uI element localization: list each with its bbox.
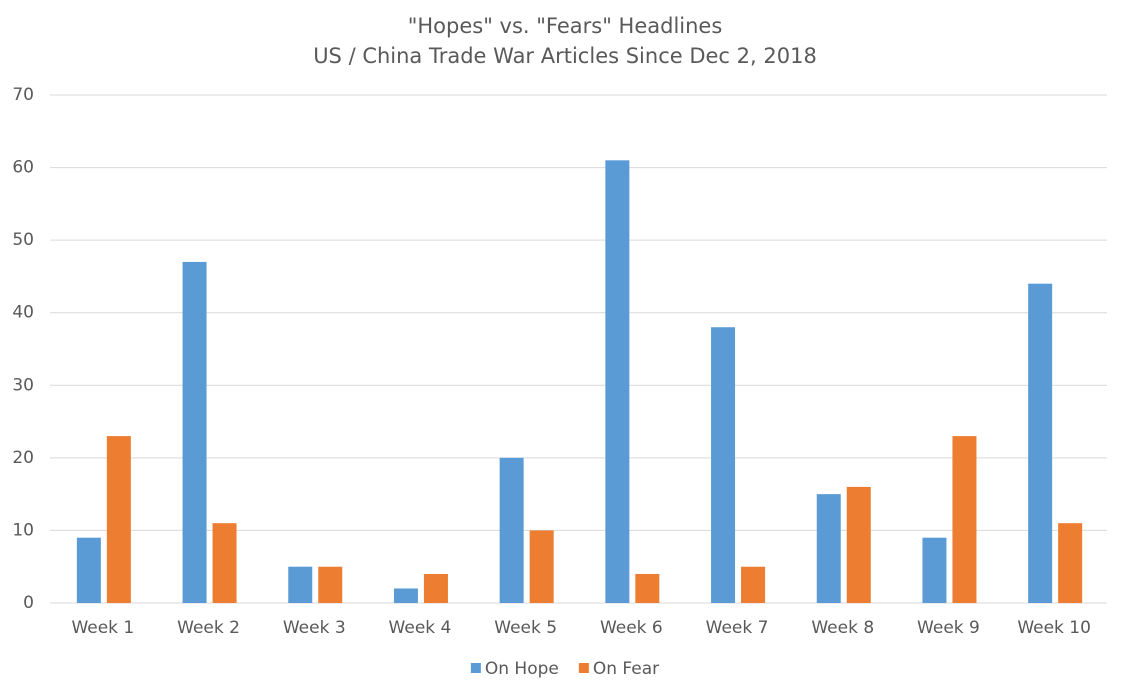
legend-label: On Hope (485, 659, 559, 679)
bar (288, 566, 313, 603)
bar (212, 523, 237, 603)
bar (846, 486, 871, 603)
legend-label: On Fear (593, 659, 659, 679)
y-tick-label: 30 (12, 375, 34, 395)
y-tick-label: 40 (12, 303, 34, 323)
chart-subtitle: US / China Trade War Articles Since Dec … (313, 44, 817, 68)
x-tick-label: Week 8 (811, 618, 874, 638)
x-tick-label: Week 10 (1017, 618, 1091, 638)
bar (423, 573, 448, 603)
legend-swatch (470, 663, 481, 673)
bar (393, 588, 418, 603)
bar (182, 261, 207, 603)
bar (499, 457, 524, 603)
x-tick-label: Week 9 (917, 618, 980, 638)
y-tick-label: 10 (12, 520, 34, 540)
bar (635, 573, 660, 603)
bar (952, 436, 977, 603)
x-tick-label: Week 4 (389, 618, 452, 638)
bar (318, 566, 343, 603)
x-tick-label: Week 2 (177, 618, 240, 638)
y-tick-label: 0 (23, 593, 34, 613)
bar (529, 530, 554, 603)
y-tick-label: 50 (12, 230, 34, 250)
bar (605, 160, 630, 604)
legend-swatch (578, 663, 589, 673)
bar (816, 494, 841, 603)
y-tick-label: 70 (12, 85, 34, 105)
bar (922, 537, 947, 603)
x-tick-label: Week 6 (600, 618, 663, 638)
bar (76, 537, 101, 603)
chart-title: "Hopes" vs. "Fears" Headlines (408, 14, 723, 38)
y-tick-label: 60 (12, 158, 34, 178)
bar (1028, 283, 1053, 603)
y-tick-label: 20 (12, 448, 34, 468)
bar (106, 436, 131, 603)
x-tick-label: Week 1 (71, 618, 134, 638)
bar (741, 566, 766, 603)
bar (711, 327, 736, 603)
x-tick-label: Week 3 (283, 618, 346, 638)
bar (1058, 523, 1083, 603)
x-tick-label: Week 5 (494, 618, 557, 638)
x-tick-label: Week 7 (706, 618, 769, 638)
